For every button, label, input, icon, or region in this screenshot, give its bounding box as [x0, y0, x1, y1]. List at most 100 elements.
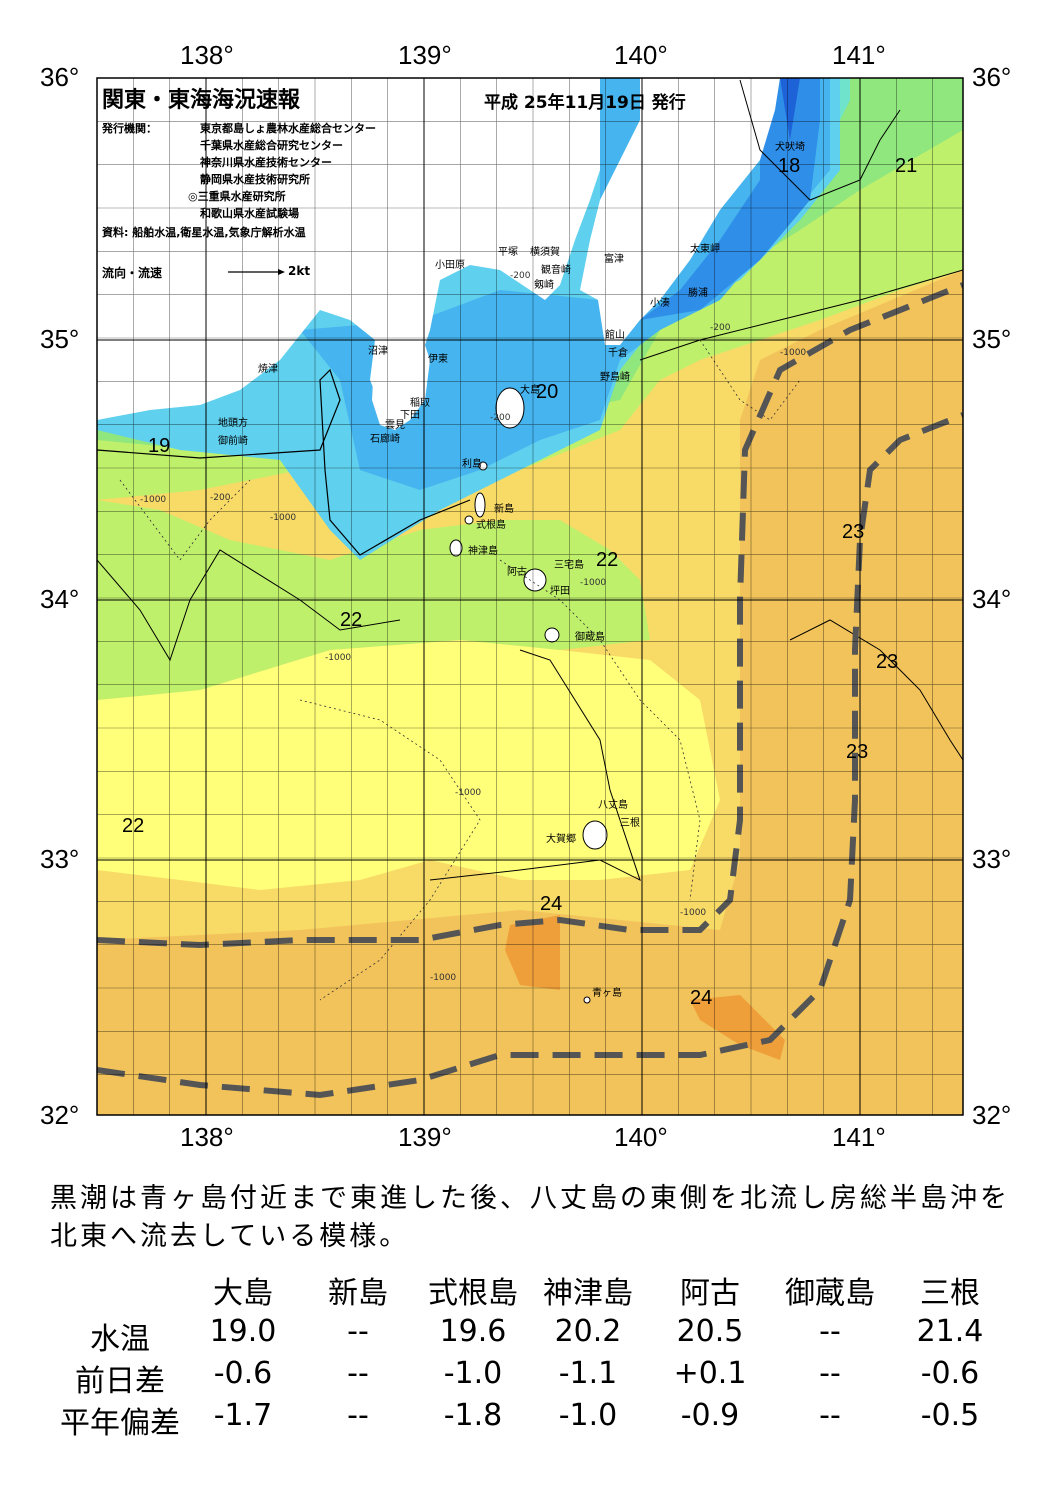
lon-label-bottom: 139°: [398, 1122, 452, 1152]
table-cell: -0.6: [213, 1356, 273, 1391]
depth-label: -1000: [430, 973, 456, 983]
depth-label: -1000: [270, 513, 296, 523]
place-label: 犬吠埼: [775, 140, 805, 153]
table-cell: -0.9: [680, 1398, 740, 1433]
depth-label: -1000: [140, 495, 166, 505]
isotherm-label: 23: [846, 741, 868, 763]
degree-lines: [97, 78, 963, 1115]
issue-date: 平成 25年11月19日 発行: [484, 93, 686, 113]
place-label: 横須賀: [530, 245, 560, 258]
table-cell: -1.0: [558, 1398, 618, 1433]
place-label: 三宅島: [554, 558, 584, 571]
kuroshio-axis-south: [97, 412, 963, 1099]
table-cell: -1.7: [213, 1398, 273, 1433]
depth-contour: [119, 479, 251, 561]
isotherm-label: 22: [596, 549, 618, 571]
table-cell: --: [347, 1356, 369, 1391]
band-23-area: [97, 640, 720, 890]
current-scale-label: 2kt: [288, 264, 311, 278]
isotherm-label: 21: [895, 155, 917, 177]
lat-label-left: 33°: [40, 844, 80, 874]
izu-peninsula-land: [372, 330, 430, 430]
place-label: 御蔵島: [575, 630, 605, 643]
place-label: 富津: [604, 252, 624, 265]
lat-label-left: 32°: [40, 1100, 80, 1130]
lon-label-top: 138°: [180, 40, 234, 70]
isotherm-label: 19: [148, 435, 170, 457]
lat-label-right: 35°: [972, 324, 1012, 354]
place-label: 阿古: [507, 565, 527, 578]
place-label: 神津島: [468, 544, 498, 557]
shikinejima-island: [464, 515, 474, 525]
lat-label-left: 35°: [40, 324, 80, 354]
table-cell: 21.4: [916, 1314, 984, 1349]
place-label: 青ヶ島: [592, 986, 622, 999]
lat-label-right: 32°: [972, 1100, 1012, 1130]
depth-contour: [499, 559, 701, 901]
table-cell: --: [819, 1314, 841, 1349]
isotherm-label: 24: [690, 987, 712, 1009]
place-label: 御前崎: [218, 434, 248, 447]
table-cell: 20.5: [676, 1314, 744, 1349]
isotherm-label: 22: [340, 609, 362, 631]
table-cell: --: [819, 1398, 841, 1433]
place-label: 利島: [462, 457, 482, 470]
place-label: 新島: [494, 502, 514, 515]
warm-patch-2: [690, 995, 785, 1060]
place-label: 平塚: [498, 246, 518, 258]
oshima-island: [495, 387, 525, 429]
isotherm-23-line: [429, 649, 641, 881]
depth-label: -1000: [580, 578, 606, 588]
row-label: 平年偏差: [60, 1406, 180, 1441]
col-header: 三根: [920, 1276, 980, 1311]
honshu-land: [97, 78, 600, 420]
col-header: 新島: [328, 1276, 388, 1311]
table-cell: --: [347, 1314, 369, 1349]
publisher-label: 発行機関：: [102, 122, 157, 135]
table-cell: +0.1: [673, 1356, 747, 1391]
col-header: 大島: [213, 1276, 273, 1311]
table-cell: -0.5: [920, 1398, 980, 1433]
publisher-line: 神奈川県水産技術センター: [200, 156, 332, 169]
depth-label: -200: [210, 493, 231, 503]
water-temp-table: 大島 新島 式根島 神津島 阿古 御蔵島 三根 水温 19.0 -- 19.6 …: [0, 1268, 1064, 1468]
publisher-line: 東京都島しょ農林水産総合センター: [200, 122, 376, 135]
lon-label-bottom: 141°: [832, 1122, 886, 1152]
warm-patch-1: [505, 915, 560, 990]
place-label: 稲取: [410, 397, 430, 409]
arrow-head-icon: [278, 269, 285, 275]
place-label: 沼津: [368, 344, 388, 357]
table-cell: 20.2: [554, 1314, 622, 1349]
depth-label: -1000: [780, 348, 806, 358]
isotherm-label: 18: [778, 155, 800, 177]
publisher-line: ◎三重県水産研究所: [188, 190, 286, 203]
isotherm-22-line: [97, 549, 401, 662]
depth-label: -1000: [325, 653, 351, 663]
place-label: 勝浦: [688, 286, 708, 299]
isotherm-label: 23: [842, 521, 864, 543]
place-label: 焼津: [258, 363, 278, 375]
table-cell: --: [819, 1356, 841, 1391]
data-sources: 資料: 船舶水温,衛星水温,気象庁解析水温: [102, 226, 306, 239]
lon-label-top: 140°: [614, 40, 668, 70]
place-label: 大島: [520, 383, 540, 396]
place-label: 小田原: [435, 259, 465, 271]
band-16-area: [780, 78, 800, 140]
publisher-line: 和歌山県水産試験場: [200, 207, 299, 220]
place-label: 剱崎: [534, 278, 554, 291]
place-label: 地頭方: [218, 416, 248, 429]
isotherm-18-line: [739, 79, 901, 201]
col-header: 式根島: [428, 1276, 518, 1311]
place-label: 野島崎: [600, 370, 630, 383]
boso-peninsula-land: [580, 78, 780, 345]
lon-label-bottom: 138°: [180, 1122, 234, 1152]
depth-label: -1000: [680, 908, 706, 918]
place-label: 八丈島: [598, 798, 628, 811]
table-cell: -1.1: [558, 1356, 618, 1391]
lat-label-right: 33°: [972, 844, 1012, 874]
publisher-line: 千葉県水産総合研究センター: [200, 139, 343, 152]
depth-contour: [699, 339, 801, 421]
place-label: 太東岬: [690, 242, 720, 255]
place-label: 館山: [605, 328, 625, 341]
depth-label: -200: [510, 271, 531, 281]
